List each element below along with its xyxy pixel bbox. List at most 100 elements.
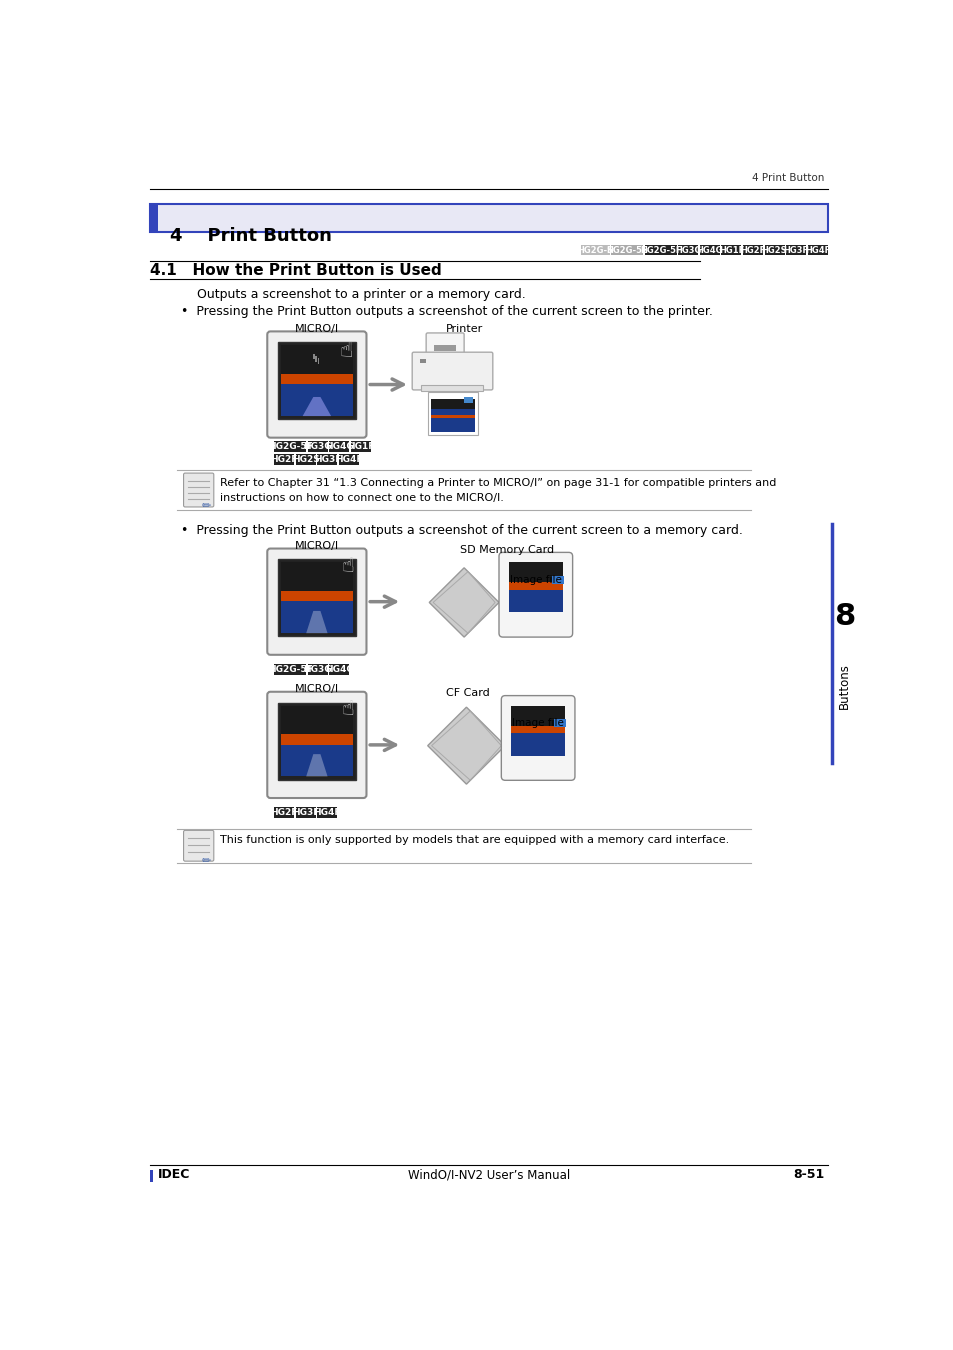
Bar	[511, 726, 564, 733]
Text: MICRO/I: MICRO/I	[294, 541, 338, 551]
Bar	[278, 702, 355, 779]
Bar	[551, 576, 563, 585]
Bar	[281, 706, 353, 734]
Bar	[431, 405, 475, 432]
Bar	[295, 807, 315, 818]
Text: MICRO/I: MICRO/I	[294, 684, 338, 694]
Text: Image file: Image file	[509, 575, 561, 585]
Bar	[427, 393, 477, 435]
FancyBboxPatch shape	[500, 695, 575, 780]
Text: MICRO/I: MICRO/I	[294, 324, 338, 333]
Bar	[278, 342, 355, 420]
Text: WindO/I-NV2 User’s Manual: WindO/I-NV2 User’s Manual	[407, 1168, 570, 1181]
FancyBboxPatch shape	[426, 333, 464, 359]
Text: HG4F: HG4F	[804, 246, 829, 255]
FancyBboxPatch shape	[267, 691, 366, 798]
Bar	[419, 359, 426, 363]
Polygon shape	[427, 707, 505, 784]
Text: HG3G: HG3G	[303, 441, 332, 451]
Bar	[644, 246, 676, 255]
Text: HG2S: HG2S	[760, 246, 786, 255]
Text: HG1F: HG1F	[347, 441, 375, 451]
Bar	[700, 246, 720, 255]
Bar	[678, 246, 698, 255]
Bar	[431, 400, 475, 409]
Text: ✏: ✏	[201, 501, 211, 510]
Bar	[308, 664, 328, 675]
Text: CF Card: CF Card	[446, 688, 489, 698]
Bar	[509, 582, 562, 590]
Bar	[509, 590, 562, 613]
Text: HG2G-5F: HG2G-5F	[639, 246, 680, 255]
Bar	[329, 440, 349, 451]
Text: Buttons: Buttons	[838, 663, 850, 709]
Text: HG3F: HG3F	[292, 809, 319, 817]
Bar	[317, 358, 319, 364]
Bar	[329, 664, 349, 675]
Text: Image file: Image file	[512, 718, 563, 728]
Text: HG4G: HG4G	[325, 441, 354, 451]
Text: HG2G-5S: HG2G-5S	[605, 246, 647, 255]
Polygon shape	[306, 612, 327, 633]
Text: ✏: ✏	[201, 856, 211, 867]
Bar	[295, 454, 315, 464]
Bar	[281, 745, 353, 776]
Text: HG1F: HG1F	[718, 246, 743, 255]
Text: •  Pressing the Print Button outputs a screenshot of the current screen to a mem: • Pressing the Print Button outputs a sc…	[181, 524, 742, 537]
Bar	[313, 354, 314, 359]
Text: 4.1   How the Print Button is Used: 4.1 How the Print Button is Used	[150, 263, 441, 278]
Bar	[150, 204, 827, 232]
Text: HG3G: HG3G	[303, 666, 332, 674]
Bar	[807, 246, 827, 255]
Text: ☝: ☝	[341, 556, 354, 576]
Bar	[580, 246, 609, 255]
Bar	[308, 440, 328, 451]
Bar	[317, 454, 337, 464]
Bar	[281, 734, 353, 745]
Bar	[281, 563, 353, 591]
Text: HG2F: HG2F	[271, 455, 297, 463]
Text: Printer: Printer	[445, 324, 482, 333]
Bar	[278, 559, 355, 636]
Text: HG3F: HG3F	[314, 455, 340, 463]
Bar	[611, 246, 642, 255]
Text: This function is only supported by models that are equipped with a memory card i: This function is only supported by model…	[220, 836, 728, 845]
FancyBboxPatch shape	[412, 352, 493, 390]
FancyBboxPatch shape	[183, 472, 213, 508]
Bar	[150, 1170, 153, 1183]
Bar	[431, 414, 475, 418]
FancyBboxPatch shape	[267, 548, 366, 655]
Text: HG2G-5F: HG2G-5F	[268, 666, 313, 674]
Bar	[434, 346, 456, 351]
Bar	[511, 706, 564, 726]
Bar	[511, 733, 564, 756]
Text: HG3G: HG3G	[675, 246, 700, 255]
Text: Refer to Chapter 31 “1.3 Connecting a Printer to MICRO/I” on page 31-1 for compa: Refer to Chapter 31 “1.3 Connecting a Pr…	[220, 478, 776, 502]
Text: HG4F: HG4F	[335, 455, 362, 463]
Text: HG2F: HG2F	[271, 809, 297, 817]
Text: HG2G-S: HG2G-S	[577, 246, 613, 255]
Text: HG2G-5F: HG2G-5F	[268, 441, 313, 451]
Bar	[338, 454, 358, 464]
Bar	[720, 246, 740, 255]
Polygon shape	[306, 755, 327, 776]
Bar	[274, 454, 294, 464]
Bar	[281, 346, 353, 374]
Bar	[274, 807, 294, 818]
Text: Outputs a screenshot to a printer or a memory card.: Outputs a screenshot to a printer or a m…	[196, 289, 525, 301]
Text: HG3F: HG3F	[782, 246, 808, 255]
Text: ☝: ☝	[341, 699, 354, 720]
Text: HG4F: HG4F	[314, 809, 341, 817]
FancyBboxPatch shape	[183, 830, 213, 861]
Text: HG2F: HG2F	[740, 246, 765, 255]
Text: •  Pressing the Print Button outputs a screenshot of the current screen to the p: • Pressing the Print Button outputs a sc…	[181, 305, 713, 319]
Bar	[315, 356, 316, 362]
Bar	[274, 664, 306, 675]
Text: 8-51: 8-51	[792, 1168, 823, 1181]
Bar	[742, 246, 762, 255]
Bar	[509, 563, 562, 582]
Bar	[150, 204, 158, 232]
Text: 4    Print Button: 4 Print Button	[170, 227, 331, 244]
Bar	[274, 440, 306, 451]
Bar	[281, 601, 353, 633]
